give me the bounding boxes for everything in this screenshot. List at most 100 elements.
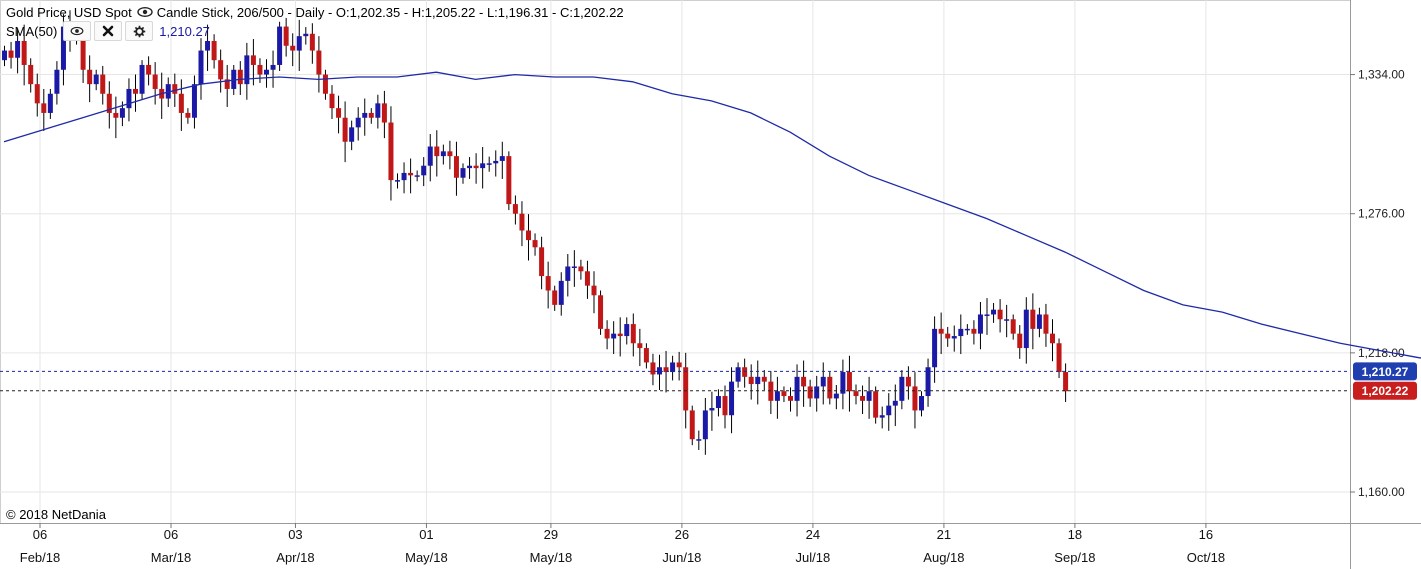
candle-down: [21, 40, 27, 65]
x-tick-month: May/18: [530, 550, 573, 565]
sma-price-tag-label: 1,210.27: [1362, 365, 1409, 379]
candle-down: [630, 324, 636, 344]
x-tick-day: 24: [806, 527, 820, 542]
candle-up: [774, 391, 780, 401]
indicator-label: SMA(50): [6, 23, 58, 39]
candle-up: [866, 391, 872, 401]
candle-down: [905, 376, 911, 387]
candle-down: [453, 156, 459, 178]
candle-down: [1056, 343, 1062, 373]
candle-up: [60, 26, 66, 70]
candle-up: [421, 165, 427, 176]
candle-down: [643, 348, 649, 363]
candle-up: [702, 410, 708, 440]
candle-up: [480, 163, 486, 169]
y-tick-label: 1,160.00: [1358, 485, 1405, 499]
x-tick-month: May/18: [405, 550, 448, 565]
candle-down: [34, 84, 40, 104]
gear-icon[interactable]: [125, 21, 154, 41]
candle-up: [355, 117, 361, 128]
candle-down: [388, 122, 394, 181]
candle-up: [205, 40, 211, 51]
candle-up: [958, 328, 964, 337]
candle-down: [526, 230, 531, 241]
candle-down: [683, 367, 689, 411]
candle-up: [977, 314, 983, 334]
sma-price-tag: [1353, 362, 1417, 381]
candle-down: [329, 93, 335, 109]
candle-up: [296, 36, 302, 51]
x-tick-day: 21: [937, 527, 951, 542]
candle-up: [814, 386, 820, 399]
candle-down: [617, 333, 623, 337]
x-tick-day: 29: [544, 527, 558, 542]
candle-down: [846, 372, 852, 392]
x-tick-day: 03: [288, 527, 302, 542]
candle-down: [309, 33, 315, 51]
candle-up: [833, 393, 839, 399]
candle-down: [945, 333, 951, 339]
candle-down: [133, 88, 138, 94]
x-tick-month: Apr/18: [276, 550, 314, 565]
candle-down: [434, 146, 440, 157]
candle-up: [119, 108, 125, 118]
candle-down: [578, 266, 584, 272]
last-price-tag-label: 1,202.22: [1362, 384, 1409, 398]
x-tick-month: Feb/18: [20, 550, 60, 565]
candle-up: [93, 74, 99, 85]
candle-down: [322, 74, 328, 94]
candle-up: [15, 40, 21, 58]
last-price-tag: [1353, 381, 1417, 400]
candle-down: [1043, 314, 1049, 334]
candle-down: [1017, 333, 1023, 349]
close-icon[interactable]: [94, 21, 123, 41]
candle-up: [964, 328, 970, 331]
candle-down: [224, 79, 230, 89]
candle-down: [113, 112, 119, 118]
candle-down: [781, 391, 787, 397]
candle-down: [532, 240, 538, 248]
candle-down: [591, 285, 597, 296]
candle-down: [997, 309, 1003, 320]
candle-up: [467, 165, 473, 169]
candle-down: [336, 108, 342, 118]
candle-down: [650, 362, 656, 375]
candle-down: [1050, 333, 1055, 344]
candle-down: [80, 36, 86, 70]
candle-up: [729, 381, 735, 416]
candle-up: [270, 64, 276, 70]
x-tick-day: 06: [164, 527, 178, 542]
x-tick-month: Jun/18: [662, 550, 701, 565]
candle-down: [853, 391, 859, 397]
candle-down: [637, 343, 643, 349]
candle-up: [54, 69, 60, 94]
candle-up: [493, 160, 499, 164]
candle-up: [571, 266, 577, 268]
candle-up: [991, 309, 997, 315]
candle-down: [539, 247, 545, 277]
x-tick-day: 26: [675, 527, 689, 542]
candle-down: [316, 50, 322, 75]
x-tick-day: 01: [419, 527, 433, 542]
candle-up: [139, 64, 145, 94]
candle-down: [807, 386, 813, 399]
eye-icon[interactable]: [135, 3, 155, 21]
candle-down: [257, 64, 263, 75]
candle-down: [748, 376, 754, 385]
candle-up: [440, 151, 446, 157]
x-tick-month: Mar/18: [151, 550, 191, 565]
candle-down: [283, 26, 289, 46]
candle-up: [1004, 319, 1010, 321]
candle-down: [827, 376, 833, 399]
eye-icon[interactable]: [63, 21, 92, 41]
candle-up: [892, 400, 898, 406]
candle-down: [28, 64, 34, 85]
candle-up: [899, 376, 905, 401]
candle-down: [912, 386, 918, 411]
candle-down: [1030, 309, 1036, 329]
x-tick-month: Sep/18: [1054, 550, 1095, 565]
candle-up: [303, 33, 309, 37]
candle-down: [342, 117, 348, 142]
